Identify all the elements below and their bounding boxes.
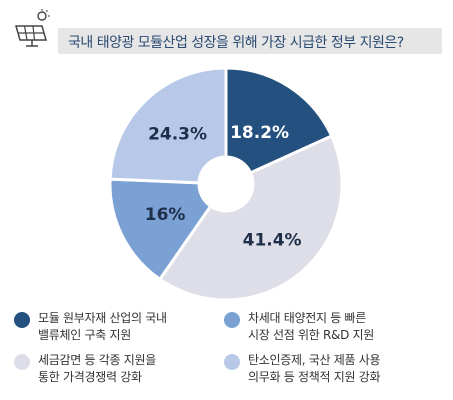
legend-swatch <box>14 354 30 370</box>
legend-label-line: 모듈 원부자재 산업의 국내 <box>38 311 167 325</box>
legend-label-line: 세금감면 등 각종 지원을 <box>38 353 156 367</box>
donut-slice <box>108 177 213 282</box>
legend-label-line: 시장 선점 위한 R&D 지원 <box>248 328 375 342</box>
donut-slice <box>157 134 344 302</box>
legend-label-line: 밸류체인 구축 지원 <box>38 328 131 342</box>
legend-label-line: 통한 가격경쟁력 강화 <box>38 370 142 384</box>
chart-header: 국내 태양광 모듈산업 성장을 위해 가장 시급한 정부 지원은? <box>12 8 442 54</box>
legend-swatch <box>224 312 240 328</box>
legend-label-line: 탄소인증제, 국산 제품 사용 <box>248 353 381 367</box>
legend-swatch <box>224 354 240 370</box>
slice-label: 18.2% <box>230 123 289 143</box>
slice-label: 41.4% <box>243 230 302 250</box>
donut-chart-svg: 18.2% 41.4% 16% 24.3% <box>108 66 344 302</box>
slice-label: 16% <box>145 205 186 225</box>
chart-title: 국내 태양광 모듈산업 성장을 위해 가장 시급한 정부 지원은? <box>68 35 404 51</box>
slice-label: 24.3% <box>148 124 207 144</box>
donut-chart: 18.2% 41.4% 16% 24.3% <box>108 66 344 302</box>
legend-label-line: 의무화 등 정책적 지원 강화 <box>248 370 381 384</box>
donut-slice <box>108 66 228 185</box>
title-bar: 국내 태양광 모듈산업 성장을 위해 가장 시급한 정부 지원은? <box>58 28 442 54</box>
legend-swatch <box>14 312 30 328</box>
solar-panel-icon <box>15 9 50 47</box>
legend-label-line: 차세대 태양전지 등 빠른 <box>248 311 366 325</box>
